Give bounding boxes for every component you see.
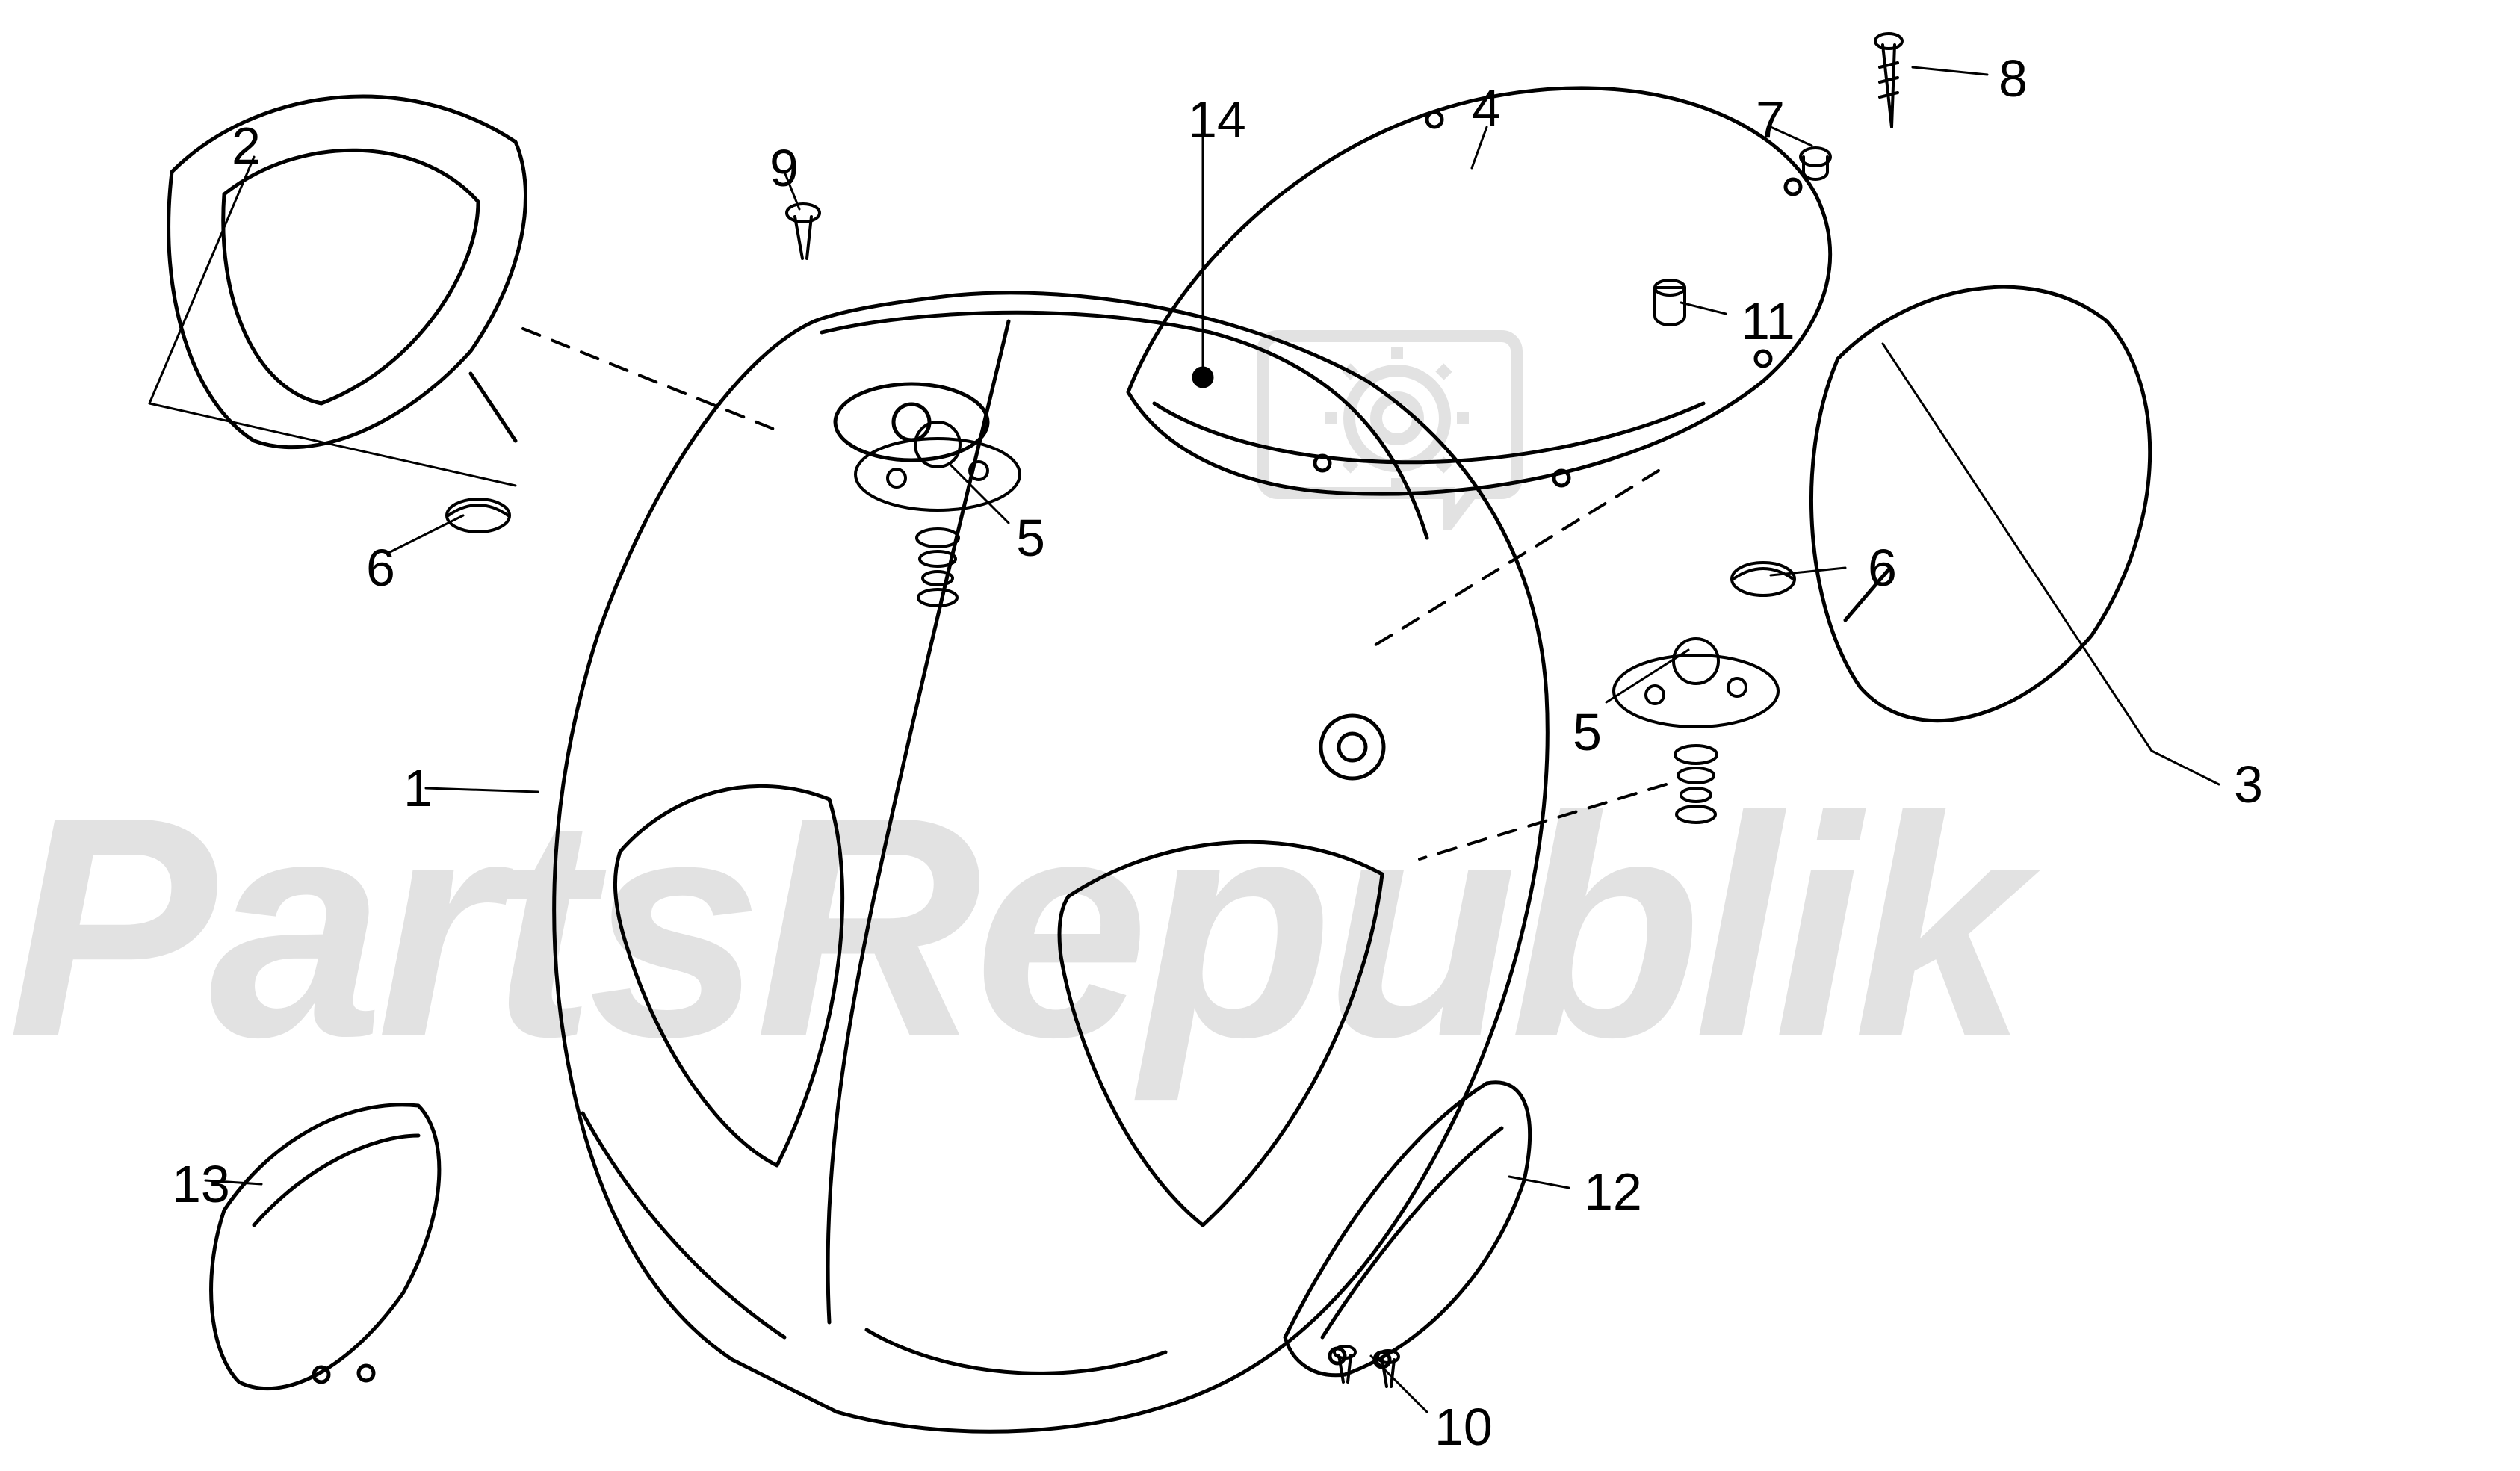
part-cap-right <box>1732 563 1795 595</box>
callout-4: 4 <box>1472 78 1501 138</box>
part-screw-short <box>787 204 820 258</box>
part-mirror-right <box>1811 287 2149 720</box>
callout-3: 3 <box>2234 755 2263 814</box>
callout-12: 12 <box>1584 1162 1642 1221</box>
callout-11: 11 <box>1741 291 1795 351</box>
callout-6b: 6 <box>1868 538 1897 598</box>
callout-5b: 5 <box>1573 702 1602 762</box>
diagram-stage: PartsRepublik <box>0 0 2520 1471</box>
part-wellnut <box>1801 148 1830 179</box>
part-winglet-right <box>1285 1083 1530 1375</box>
part-screw-long <box>1875 34 1902 127</box>
callout-2: 2 <box>232 116 261 176</box>
callout-6a: 6 <box>366 538 395 598</box>
part-cap-left <box>447 499 510 532</box>
exploded-diagram <box>0 0 2520 1471</box>
callout-9: 9 <box>770 138 799 198</box>
part-mirror-left <box>169 96 526 448</box>
part-winglet-left <box>211 1105 439 1389</box>
part-mirror-mount-right <box>1614 639 1778 823</box>
assembly-dashes <box>523 329 1666 859</box>
callout-10: 10 <box>1434 1397 1493 1457</box>
callout-8: 8 <box>1999 49 2028 108</box>
callout-7: 7 <box>1756 90 1785 149</box>
callout-13: 13 <box>172 1154 230 1214</box>
callout-14: 14 <box>1188 90 1246 149</box>
callout-5a: 5 <box>1016 508 1045 568</box>
callout-1: 1 <box>403 758 433 818</box>
part-mirror-mount-left <box>855 422 1020 606</box>
